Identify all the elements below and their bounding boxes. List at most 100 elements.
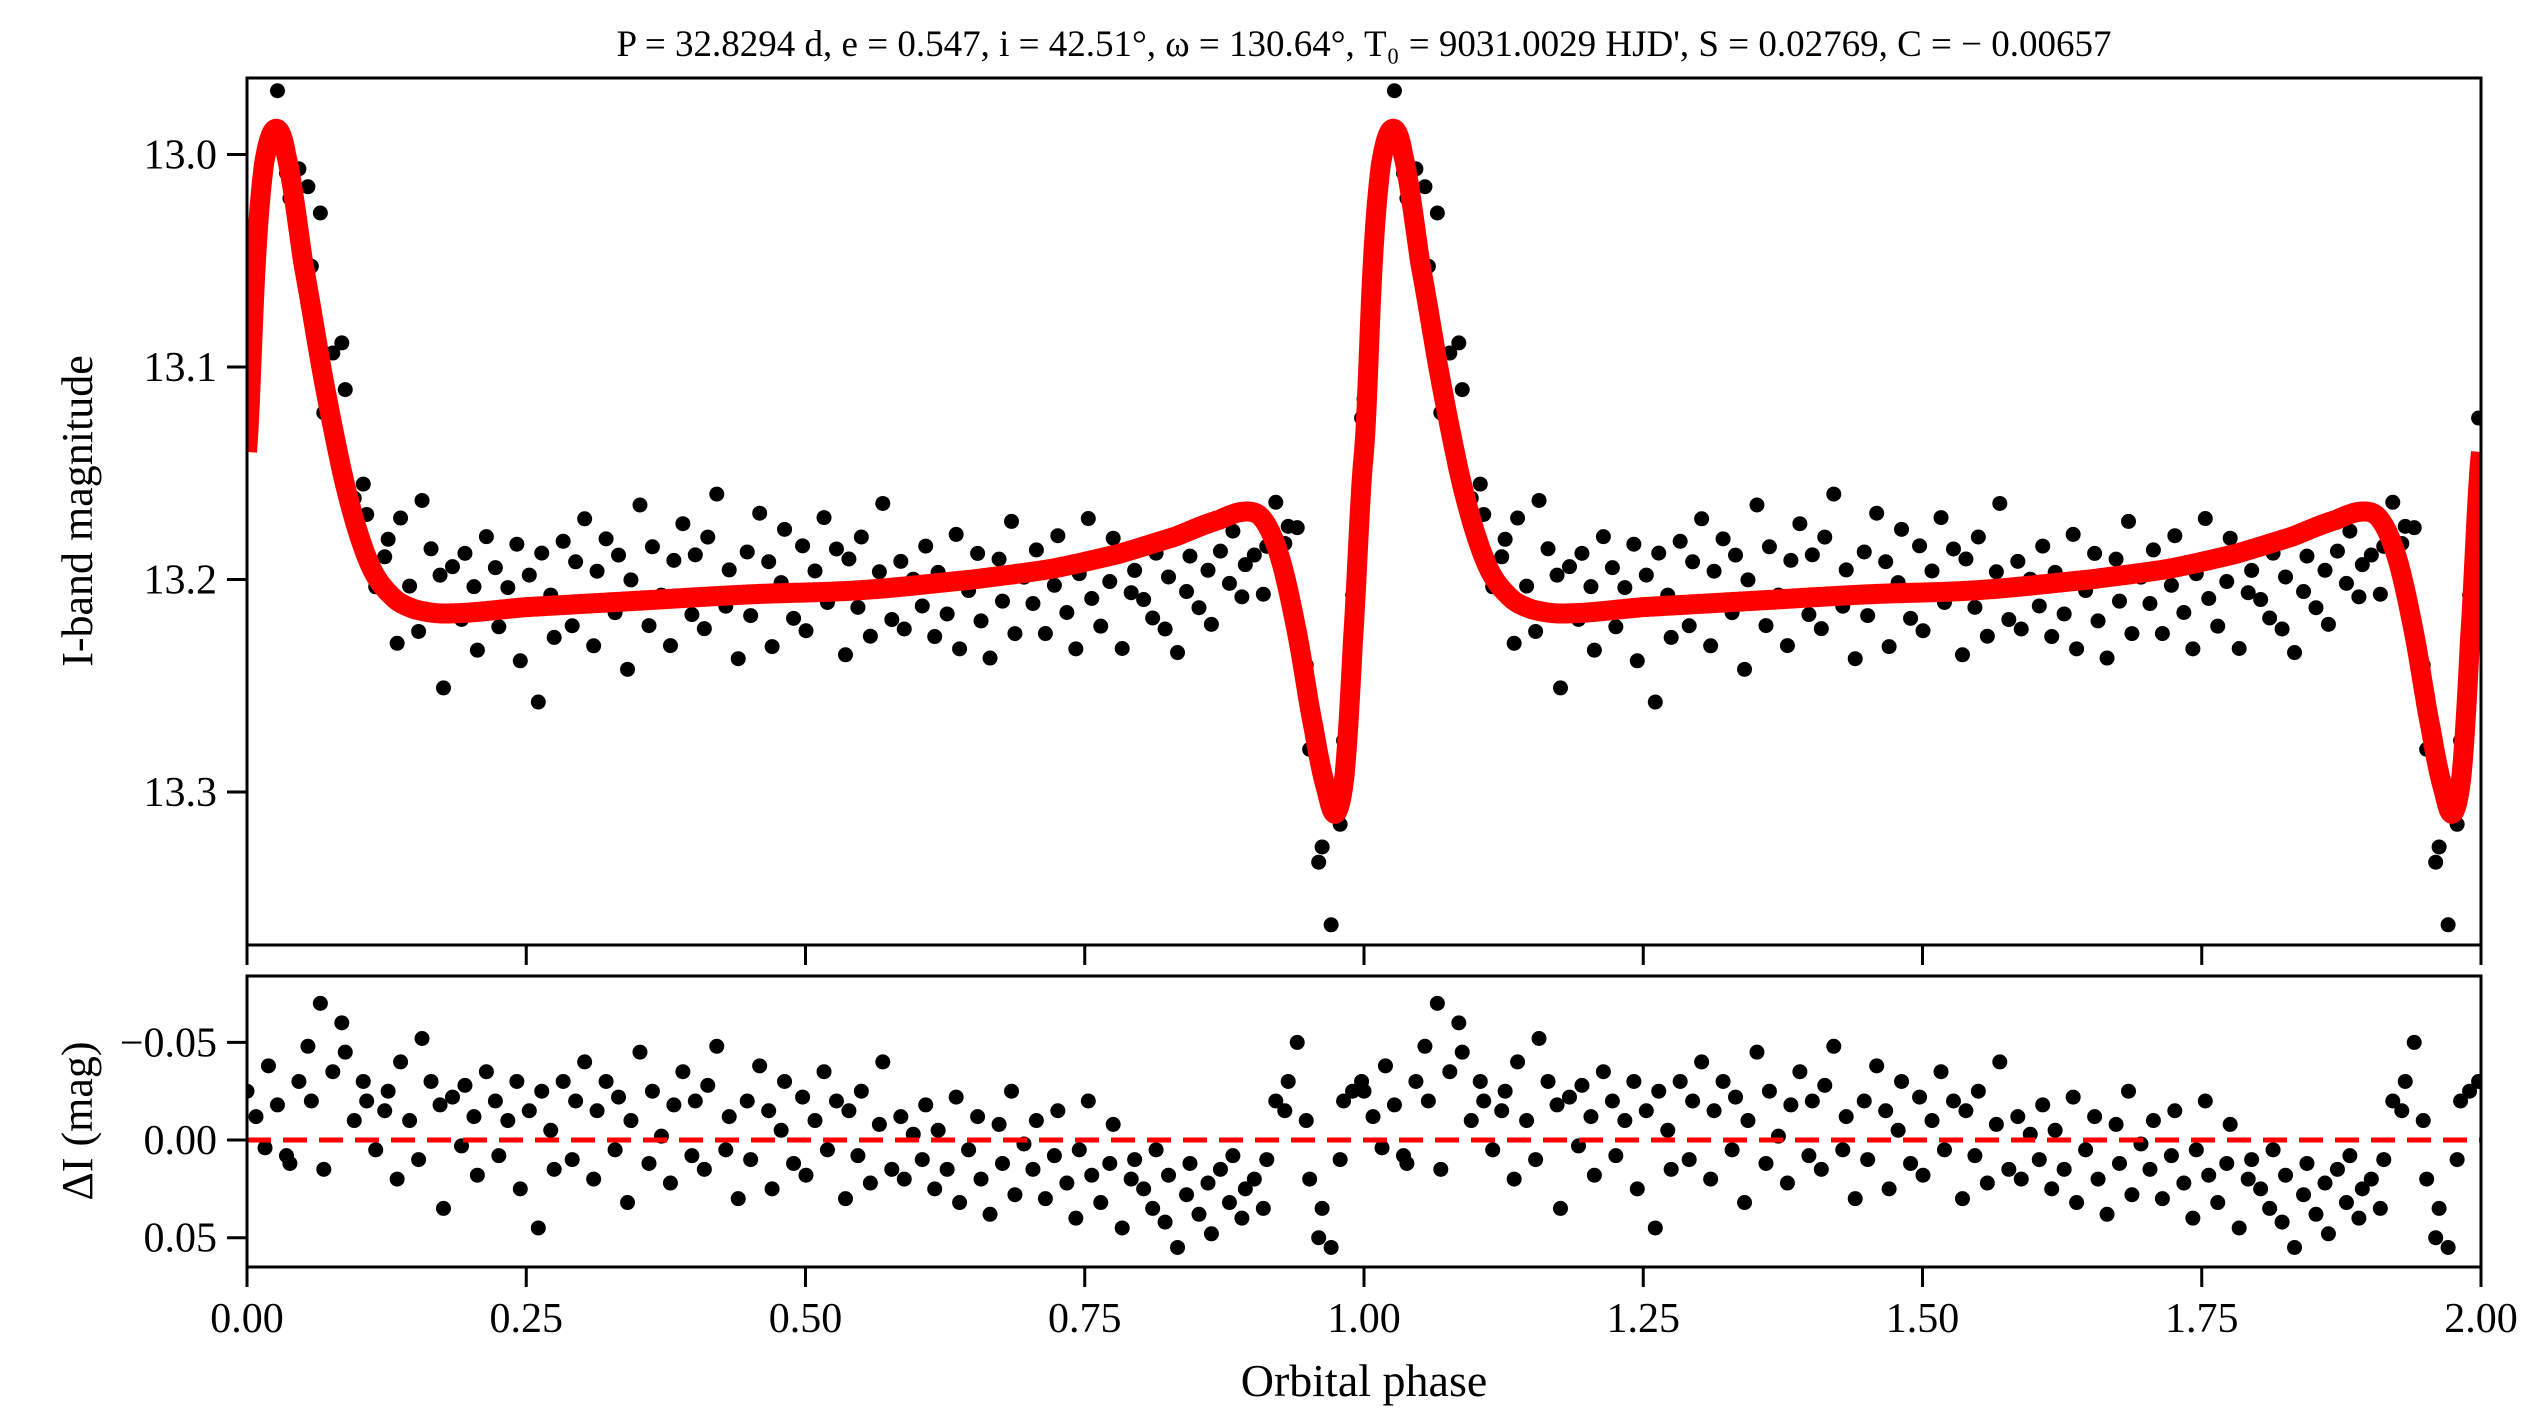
residual-point [1105,1116,1121,1132]
data-point [2167,528,2183,544]
residual-point [862,1175,878,1191]
data-point [2338,575,2354,591]
data-point [2099,650,2115,666]
data-point [2219,574,2235,590]
data-point [1080,511,1096,527]
data-point [2090,613,2106,629]
data-point [1007,626,1023,642]
residual-point [1289,1034,1305,1050]
data-point [1869,505,1885,521]
residual-point [1552,1200,1568,1216]
residual-point [1847,1191,1863,1207]
residual-point [1761,1083,1777,1099]
data-point [577,511,593,527]
data-point [1200,562,1216,578]
data-point [337,382,353,398]
residual-point [1225,1148,1241,1164]
data-point [2197,511,2213,527]
residual-point [2176,1175,2192,1191]
data-point [2087,545,2103,561]
residual-point [994,1155,1010,1171]
residual-point [1826,1038,1842,1054]
y-tick-label: −0.05 [120,1020,217,1066]
data-point [546,629,562,645]
data-point [1123,585,1139,601]
residual-point [2044,1181,2060,1197]
residual-point [248,1109,264,1125]
residual-point [641,1155,657,1171]
data-point [1804,547,1820,563]
residual-point [2351,1210,2367,1226]
residual-point [1068,1210,1084,1226]
data-point [2124,626,2140,642]
residual-point [257,1140,273,1156]
residual-point [2188,1142,2204,1158]
data-point [487,560,503,576]
data-point [393,510,409,526]
residual-point [2299,1155,2315,1171]
residual-point [2231,1220,2247,1236]
data-point [1037,626,1053,642]
residual-point [850,1148,866,1164]
residual-point [2201,1167,2217,1183]
data-point [1783,552,1799,568]
data-point [568,554,584,570]
data-point [1068,641,1084,657]
y-tick-label: 13.0 [144,133,218,179]
data-point [875,495,891,511]
data-point [1225,523,1241,539]
residual-point [807,1113,823,1129]
residual-point [1954,1191,1970,1207]
data-point [2069,641,2085,657]
residual-point [2278,1167,2294,1183]
data-point [2440,917,2456,933]
y-tick-label: 13.3 [144,770,218,816]
data-point [2056,606,2072,622]
residual-point [816,1064,832,1080]
data-point [2176,604,2192,620]
data-point [1681,618,1697,634]
data-point [1685,554,1701,570]
residual-point [819,1142,835,1158]
residual-point [1740,1113,1756,1129]
residual-point [1604,1093,1620,1109]
residual-point [1071,1142,1087,1158]
residual-point [269,1097,285,1113]
data-point [1234,589,1250,605]
residual-point [1200,1175,1216,1191]
residual-point [1728,1089,1744,1105]
residual-point [1259,1152,1275,1168]
data-point [555,533,571,549]
residual-point [423,1073,439,1089]
data-point [457,545,473,561]
data-point [2111,593,2127,609]
data-point [632,497,648,513]
data-point [2154,626,2170,642]
data-point [2142,596,2158,612]
data-point [948,526,964,542]
x-tick-label: 1.25 [1607,1296,1681,1342]
data-point [739,544,755,560]
residual-point [2090,1171,2106,1187]
residual-point [402,1113,418,1129]
residual-point [589,1103,605,1119]
data-point [1933,510,1949,526]
residual-point [1967,1148,1983,1164]
residual-point [1779,1175,1795,1191]
residual-point [1988,1116,2004,1132]
residual-point [927,1181,943,1197]
data-point [1958,551,1974,567]
residual-points [247,995,2481,1255]
data-point [1915,623,1931,639]
residual-point [2111,1155,2127,1171]
data-point [828,541,844,557]
data-point [1323,917,1339,933]
residual-point [1123,1171,1139,1187]
data-point [1145,610,1161,626]
residual-point [939,1161,955,1177]
residual-point [1170,1239,1186,1255]
data-point [927,629,943,645]
residual-point [752,1058,768,1074]
data-point [1856,544,1872,560]
residual-point [2167,1103,2183,1119]
